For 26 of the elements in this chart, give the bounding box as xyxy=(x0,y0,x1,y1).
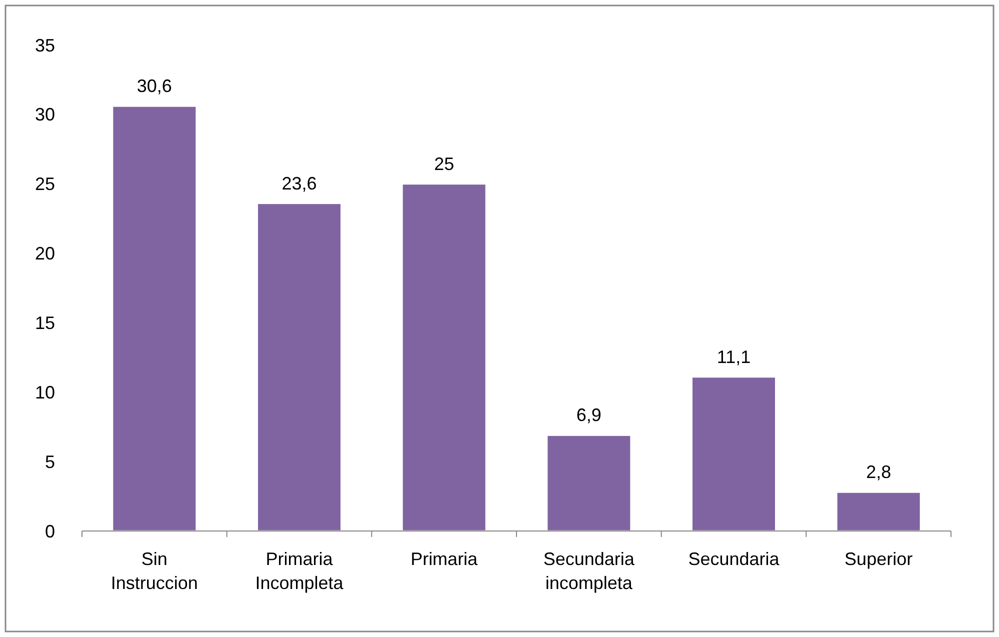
y-tick-label: 20 xyxy=(34,244,55,264)
data-label: 6,9 xyxy=(576,405,602,426)
bar xyxy=(401,183,487,532)
data-label: 30,6 xyxy=(136,76,172,96)
x-tick-label: Secundaria incompleta xyxy=(543,549,636,593)
bar xyxy=(691,376,776,532)
bar xyxy=(546,434,632,532)
x-tick-label: Primaria xyxy=(410,549,479,569)
data-label: 25 xyxy=(434,154,454,174)
data-label: 23,6 xyxy=(282,173,317,194)
x-tick-label: Secundaria xyxy=(688,549,780,569)
y-tick-label: 10 xyxy=(34,382,55,402)
data-label: 2,8 xyxy=(866,462,892,482)
y-tick-label: 0 xyxy=(44,521,55,542)
bar xyxy=(256,202,342,532)
y-tick-label: 15 xyxy=(34,313,55,334)
y-tick-label: 35 xyxy=(34,35,55,56)
x-tick-label: Sin Instruccion xyxy=(110,549,198,593)
data-label: 11,1 xyxy=(716,346,751,367)
bar xyxy=(112,105,198,532)
x-tick-label: Superior xyxy=(844,549,913,569)
y-tick-label: 25 xyxy=(34,174,55,194)
x-tick-label: Primaria Incompleta xyxy=(255,549,344,593)
y-tick-label: 30 xyxy=(34,104,55,125)
y-tick-label: 5 xyxy=(44,452,55,472)
bar xyxy=(836,491,922,532)
